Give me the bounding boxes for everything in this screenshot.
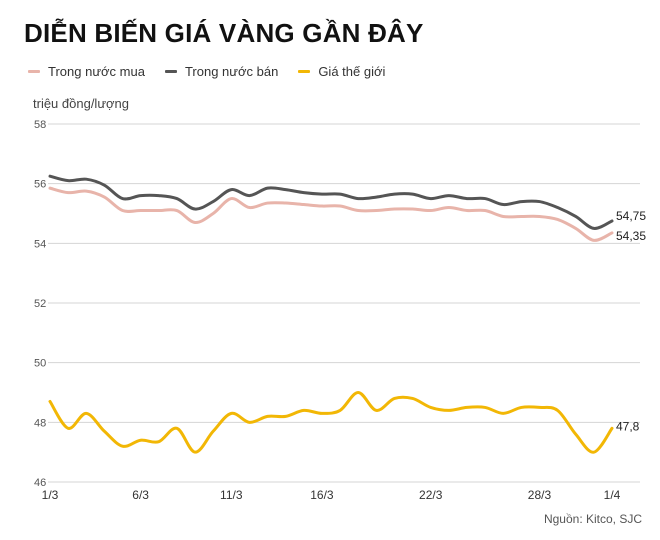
end-value-label-world-price: 47,8	[616, 419, 640, 433]
legend-item-world-price: Giá thế giới	[298, 64, 385, 79]
legend-swatch-domestic-sell	[164, 70, 177, 73]
y-tick-label: 58	[34, 119, 46, 131]
legend-item-domestic-buy: Trong nước mua	[28, 64, 145, 79]
series-line-domestic-sell	[48, 174, 614, 230]
legend: Trong nước mua Trong nước bán Giá thế gi…	[28, 64, 385, 79]
y-tick-label: 56	[34, 179, 46, 191]
x-tick-label: 28/3	[528, 488, 552, 502]
x-tick-label: 6/3	[132, 488, 149, 502]
legend-swatch-domestic-buy	[28, 70, 40, 73]
y-tick-label: 48	[34, 417, 46, 429]
legend-item-domestic-sell: Trong nước bán	[164, 64, 279, 79]
series-line-world-price	[48, 391, 614, 454]
series-line-domestic-buy	[48, 186, 614, 242]
x-tick-label: 22/3	[419, 488, 443, 502]
end-value-label-domestic-sell: 54,75	[616, 209, 646, 223]
source-note: Nguồn: Kitco, SJC	[543, 512, 642, 526]
chart-title: DIỄN BIẾN GIÁ VÀNG GẦN ĐÂY	[24, 18, 424, 48]
y-tick-label: 52	[34, 298, 46, 310]
x-tick-label: 1/4	[604, 488, 621, 502]
x-tick-label: 16/3	[310, 488, 334, 502]
y-axis-unit-label: triệu đồng/lượng	[33, 96, 130, 111]
y-tick-label: 50	[34, 358, 46, 370]
x-tick-label: 1/3	[42, 488, 59, 502]
legend-label-world-price: Giá thế giới	[318, 64, 386, 79]
legend-label-domestic-buy: Trong nước mua	[48, 64, 145, 79]
x-tick-label: 11/3	[220, 488, 243, 502]
legend-label-domestic-sell: Trong nước bán	[184, 64, 279, 79]
end-value-label-domestic-buy: 54,35	[616, 229, 646, 243]
y-tick-label: 54	[34, 238, 46, 250]
y-tick-label: 46	[34, 477, 46, 489]
legend-swatch-world-price	[298, 70, 311, 73]
